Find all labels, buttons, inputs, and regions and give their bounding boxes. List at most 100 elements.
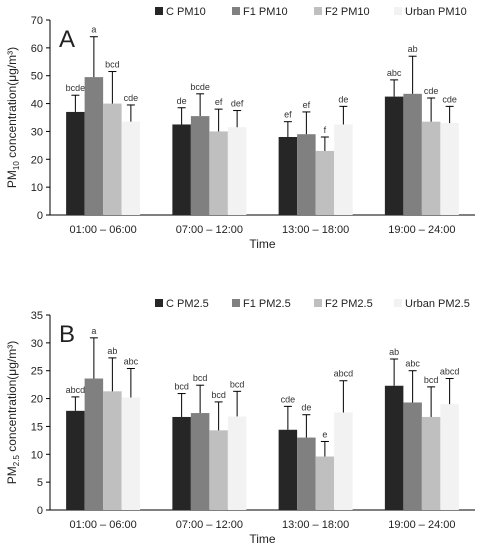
- bar: [403, 93, 422, 215]
- bar: [190, 413, 210, 510]
- bar: [297, 437, 316, 510]
- significance-label: bcd: [193, 373, 208, 383]
- significance-label: ef: [215, 97, 223, 107]
- significance-label: a: [91, 25, 96, 35]
- significance-label: cde: [281, 394, 296, 404]
- legend-label: F1 PM2.5: [243, 298, 291, 310]
- legend-label: Urban PM10: [405, 6, 467, 18]
- bar: [421, 416, 441, 510]
- y-tick-label: 40: [31, 99, 43, 111]
- significance-label: ab: [107, 346, 117, 356]
- y-tick-label: 20: [31, 394, 43, 406]
- significance-label: cde: [124, 93, 139, 103]
- significance-label: f: [324, 125, 327, 135]
- bar: [209, 131, 228, 215]
- y-tick-label: 60: [31, 43, 43, 55]
- significance-label: ab: [389, 347, 399, 357]
- bar: [121, 121, 141, 215]
- bar: [66, 410, 85, 510]
- bar: [315, 150, 335, 215]
- significance-label: bcd: [105, 60, 120, 70]
- bar: [421, 121, 441, 215]
- significance-label: e: [322, 429, 327, 439]
- y-tick-label: 0: [37, 210, 43, 222]
- panel-letter: A: [59, 26, 75, 53]
- bar: [121, 397, 141, 510]
- legend-swatch: [314, 299, 322, 307]
- y-tick-label: 30: [31, 338, 43, 350]
- bar: [190, 116, 210, 215]
- significance-label: bcd: [211, 390, 226, 400]
- x-tick-label: 19:00 – 24:00: [388, 224, 455, 236]
- y-tick-label: 10: [31, 182, 43, 194]
- significance-label: abc: [387, 68, 402, 78]
- significance-label: abcd: [66, 385, 86, 395]
- legend-swatch: [314, 7, 322, 15]
- bar: [297, 134, 316, 215]
- x-axis-title: Time: [249, 532, 276, 546]
- y-axis-title: PM2.5 concentration(μg/m³): [5, 341, 21, 484]
- bar: [172, 416, 191, 510]
- bar: [84, 378, 104, 510]
- bar: [227, 127, 247, 215]
- significance-label: de: [338, 94, 348, 104]
- legend-swatch: [232, 299, 240, 307]
- significance-label: bcd: [230, 379, 245, 389]
- bar: [384, 96, 404, 215]
- x-tick-label: 07:00 – 12:00: [176, 224, 243, 236]
- legend-swatch: [394, 7, 402, 15]
- chart-panel-a: 0 10 20 30 40 50 60 70 bcde a bcd cde 01:00 – 06:00 d…: [5, 6, 475, 251]
- bar: [66, 111, 85, 215]
- panel-letter: B: [59, 321, 75, 348]
- significance-label: cde: [442, 94, 457, 104]
- x-axis-title: Time: [249, 237, 276, 251]
- legend-swatch: [155, 7, 163, 15]
- bar: [334, 124, 353, 215]
- legend-label: F2 PM2.5: [325, 298, 373, 310]
- significance-label: abc: [124, 356, 139, 366]
- bar: [84, 77, 104, 215]
- legend-swatch: [232, 7, 240, 15]
- x-tick-label: 19:00 – 24:00: [388, 519, 455, 531]
- significance-label: a: [91, 326, 96, 336]
- bar: [440, 404, 459, 510]
- legend-label: C PM10: [166, 6, 206, 18]
- x-tick-label: 01:00 – 06:00: [69, 519, 136, 531]
- significance-label: de: [177, 96, 187, 106]
- y-tick-label: 35: [31, 310, 43, 322]
- bar: [103, 103, 122, 215]
- bar: [209, 430, 228, 510]
- y-tick-label: 10: [31, 449, 43, 461]
- y-tick-label: 25: [31, 366, 43, 378]
- y-tick-label: 5: [37, 477, 43, 489]
- significance-label: bcde: [66, 83, 86, 93]
- bar: [172, 124, 191, 215]
- significance-label: def: [231, 99, 244, 109]
- y-tick-label: 70: [31, 15, 43, 27]
- significance-label: bcde: [190, 82, 210, 92]
- significance-label: cde: [424, 86, 439, 96]
- significance-label: ab: [408, 44, 418, 54]
- y-tick-label: 50: [31, 71, 43, 83]
- y-axis-title: PM10 concentration(μg/m³): [5, 47, 21, 188]
- significance-label: de: [301, 403, 311, 413]
- legend-label: F2 PM10: [325, 6, 370, 18]
- bar: [278, 137, 298, 215]
- significance-label: abc: [405, 359, 420, 369]
- legend-label: C PM2.5: [166, 298, 209, 310]
- y-tick-label: 30: [31, 126, 43, 138]
- significance-label: ef: [284, 110, 292, 120]
- bar: [315, 456, 335, 510]
- bar: [440, 123, 459, 215]
- x-tick-label: 13:00 – 18:00: [282, 224, 349, 236]
- significance-label: ef: [303, 100, 311, 110]
- legend-label: Urban PM2.5: [405, 298, 470, 310]
- x-tick-label: 01:00 – 06:00: [69, 224, 136, 236]
- bar: [103, 391, 122, 510]
- bar: [334, 412, 353, 510]
- legend-swatch: [155, 299, 163, 307]
- bar: [403, 402, 422, 510]
- bar: [384, 385, 404, 510]
